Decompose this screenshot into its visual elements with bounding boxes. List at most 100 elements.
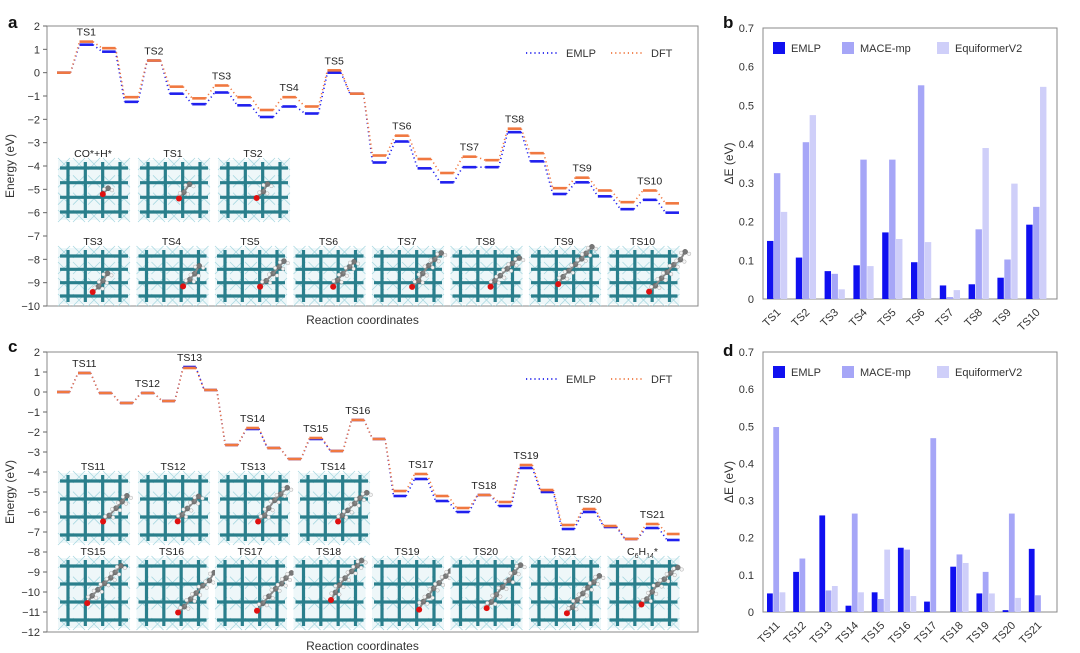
energy-connector bbox=[89, 372, 100, 394]
hydrogen-atom bbox=[435, 252, 440, 257]
energy-connector bbox=[111, 392, 121, 404]
ts-label: TS17 bbox=[408, 459, 433, 471]
oxygen-atom bbox=[100, 518, 107, 525]
ts-label: TS5 bbox=[325, 55, 344, 67]
hydrogen-atom bbox=[589, 587, 594, 592]
oxygen-atom bbox=[638, 601, 645, 608]
hydrogen-atom bbox=[674, 258, 679, 263]
hydrogen-atom bbox=[349, 510, 354, 515]
oxygen-atom bbox=[180, 283, 187, 290]
structure-thumbnail bbox=[607, 245, 692, 307]
hydrogen-atom bbox=[345, 570, 350, 575]
hydrogen-atom bbox=[281, 486, 286, 491]
hydrogen-atom bbox=[580, 252, 585, 257]
hydrogen-atom bbox=[679, 250, 684, 255]
oxygen-atom bbox=[174, 518, 181, 525]
energy-connector bbox=[552, 489, 563, 526]
y-tick-label: 0.1 bbox=[739, 570, 754, 582]
structure-thumbnail bbox=[371, 555, 457, 631]
structure-thumbnail bbox=[137, 157, 211, 223]
structure-thumbnail bbox=[57, 470, 133, 546]
slab-background bbox=[372, 558, 444, 628]
bar-mace-mp bbox=[860, 159, 867, 299]
bar-equiformerv2 bbox=[779, 592, 786, 612]
structure-thumbnail bbox=[297, 470, 373, 546]
energy-connector bbox=[195, 366, 205, 391]
bar-mace-mp bbox=[975, 229, 982, 299]
energy-connector bbox=[250, 104, 261, 118]
structure-thumbnail bbox=[214, 555, 298, 631]
hydrogen-atom bbox=[339, 577, 344, 582]
legend: EMLP DFT bbox=[526, 48, 673, 60]
structure-thumbnail bbox=[57, 245, 131, 307]
energy-connector bbox=[227, 85, 238, 98]
hydrogen-atom bbox=[504, 586, 509, 591]
ts-label: TS3 bbox=[212, 71, 231, 83]
hydrogen-atom bbox=[439, 575, 444, 580]
bar-emlp bbox=[997, 277, 1004, 299]
energy-connector bbox=[384, 438, 395, 492]
hydrogen-atom bbox=[262, 507, 267, 512]
energy-connector bbox=[468, 494, 479, 509]
y-tick-label: −7 bbox=[27, 231, 40, 243]
hydrogen-atom bbox=[513, 257, 518, 262]
energy-connector bbox=[68, 372, 79, 393]
hydrogen-atom bbox=[98, 582, 103, 587]
hydrogen-atom bbox=[196, 584, 201, 589]
hydrogen-atom bbox=[329, 591, 334, 596]
y-tick-label: 0.4 bbox=[739, 139, 754, 151]
bar-emlp bbox=[824, 271, 832, 299]
hydrogen-atom bbox=[336, 514, 341, 519]
y-tick-label: −6 bbox=[27, 507, 40, 519]
energy-connector bbox=[362, 93, 374, 156]
hydrogen-atom bbox=[106, 583, 111, 588]
y-tick-label: −10 bbox=[21, 587, 40, 599]
ts-label: TS4 bbox=[279, 82, 298, 94]
hydrogen-atom bbox=[498, 594, 503, 599]
hydrogen-atom bbox=[285, 571, 290, 576]
energy-connector bbox=[520, 131, 532, 162]
structure-thumbnail bbox=[528, 555, 606, 631]
hydrogen-atom bbox=[356, 261, 361, 266]
hydrogen-atom bbox=[279, 577, 284, 582]
energy-connector bbox=[497, 131, 509, 168]
structure-label: TS12 bbox=[160, 461, 185, 473]
hydrogen-atom bbox=[601, 575, 606, 580]
y-tick-label: 1 bbox=[34, 44, 40, 56]
x-tick-label: TS4 bbox=[847, 307, 870, 330]
structure-label: TS1 bbox=[163, 148, 182, 160]
hydrogen-atom bbox=[420, 280, 425, 285]
structure-label: TS2 bbox=[243, 148, 262, 160]
bar-equiformerv2 bbox=[858, 592, 864, 612]
structure-label: TS10 bbox=[630, 236, 655, 248]
legend-label-dft: DFT bbox=[651, 48, 673, 60]
energy-connector bbox=[159, 60, 171, 87]
bar-equiformerv2 bbox=[1040, 86, 1047, 300]
bar-equiformerv2 bbox=[867, 266, 874, 299]
bar-mace-mp bbox=[878, 599, 884, 612]
energy-connector bbox=[588, 181, 599, 197]
hydrogen-atom bbox=[270, 508, 275, 513]
hydrogen-atom bbox=[490, 593, 495, 598]
hydrogen-atom bbox=[100, 286, 105, 291]
hydrogen-atom bbox=[196, 273, 201, 278]
slab-background bbox=[138, 473, 210, 543]
hydrogen-atom bbox=[110, 188, 115, 193]
legend: EMLP MACE-mp EquiformerV2 bbox=[773, 366, 1022, 379]
hydrogen-atom bbox=[200, 496, 205, 501]
hydrogen-atom bbox=[575, 257, 580, 262]
bar-mace-mp bbox=[1008, 513, 1015, 612]
carbon-atom bbox=[674, 564, 681, 571]
bar-emlp bbox=[819, 515, 826, 612]
y-tick-label: −5 bbox=[27, 487, 40, 499]
legend-swatch-mace-mp bbox=[842, 42, 854, 54]
y-tick-label: 0.2 bbox=[739, 217, 754, 229]
energy-connector bbox=[137, 60, 148, 98]
hydrogen-atom bbox=[521, 258, 526, 263]
legend-swatch-emlp bbox=[773, 42, 785, 54]
hydrogen-atom bbox=[579, 599, 584, 604]
oxygen-atom bbox=[175, 609, 182, 616]
x-axis-label: Reaction coordinates bbox=[306, 639, 419, 653]
carbon-atom bbox=[288, 570, 295, 576]
y-axis-label: ΔE (eV) bbox=[722, 142, 736, 184]
